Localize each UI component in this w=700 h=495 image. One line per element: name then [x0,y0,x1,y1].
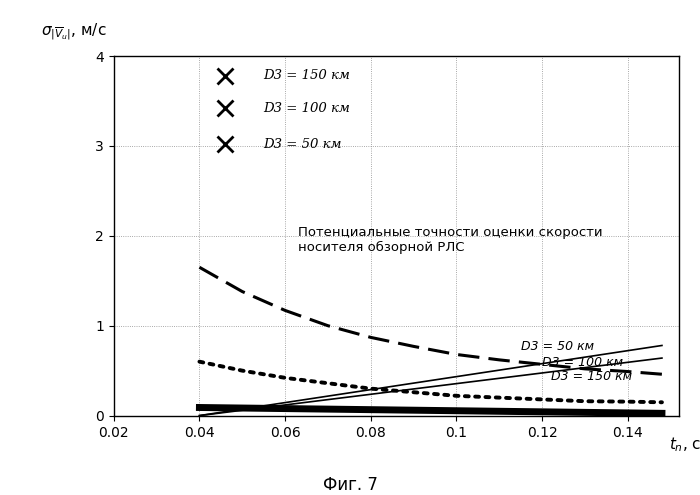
Text: D3 = 50 км: D3 = 50 км [521,340,594,353]
Text: D3 = 100 км: D3 = 100 км [542,355,623,369]
Text: D3 = 50 км: D3 = 50 км [264,138,342,150]
Text: Потенциальные точности оценки скорости
носителя обзорной РЛС: Потенциальные точности оценки скорости н… [298,226,603,254]
Y-axis label: $\sigma_{|\overline{V}_u|}$, м/с: $\sigma_{|\overline{V}_u|}$, м/с [41,21,107,42]
Text: Фиг. 7: Фиг. 7 [323,476,377,494]
Text: D3 = 150 км: D3 = 150 км [551,370,631,384]
Text: D3 = 150 км: D3 = 150 км [264,69,351,82]
X-axis label: $t_n$, с: $t_n$, с [668,436,700,454]
Text: D3 = 100 км: D3 = 100 км [264,101,351,115]
